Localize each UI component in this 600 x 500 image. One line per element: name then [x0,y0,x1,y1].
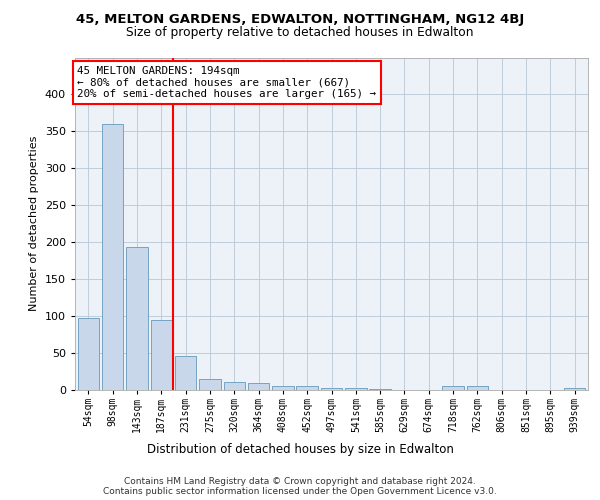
Bar [442,386,464,390]
Bar [151,320,172,390]
Bar [102,124,124,390]
Bar [272,386,293,390]
Text: 45, MELTON GARDENS, EDWALTON, NOTTINGHAM, NG12 4BJ: 45, MELTON GARDENS, EDWALTON, NOTTINGHAM… [76,13,524,26]
Bar [345,388,367,390]
Text: Size of property relative to detached houses in Edwalton: Size of property relative to detached ho… [126,26,474,39]
Text: Distribution of detached houses by size in Edwalton: Distribution of detached houses by size … [146,442,454,456]
Bar [77,318,99,390]
Bar [224,382,245,390]
Bar [199,379,221,390]
Y-axis label: Number of detached properties: Number of detached properties [29,136,39,312]
Text: 45 MELTON GARDENS: 194sqm
← 80% of detached houses are smaller (667)
20% of semi: 45 MELTON GARDENS: 194sqm ← 80% of detac… [77,66,376,99]
Text: Contains HM Land Registry data © Crown copyright and database right 2024.
Contai: Contains HM Land Registry data © Crown c… [103,476,497,496]
Bar [321,388,342,390]
Bar [248,382,269,390]
Bar [296,386,318,390]
Bar [564,388,586,390]
Bar [127,248,148,390]
Bar [467,386,488,390]
Bar [175,356,196,390]
